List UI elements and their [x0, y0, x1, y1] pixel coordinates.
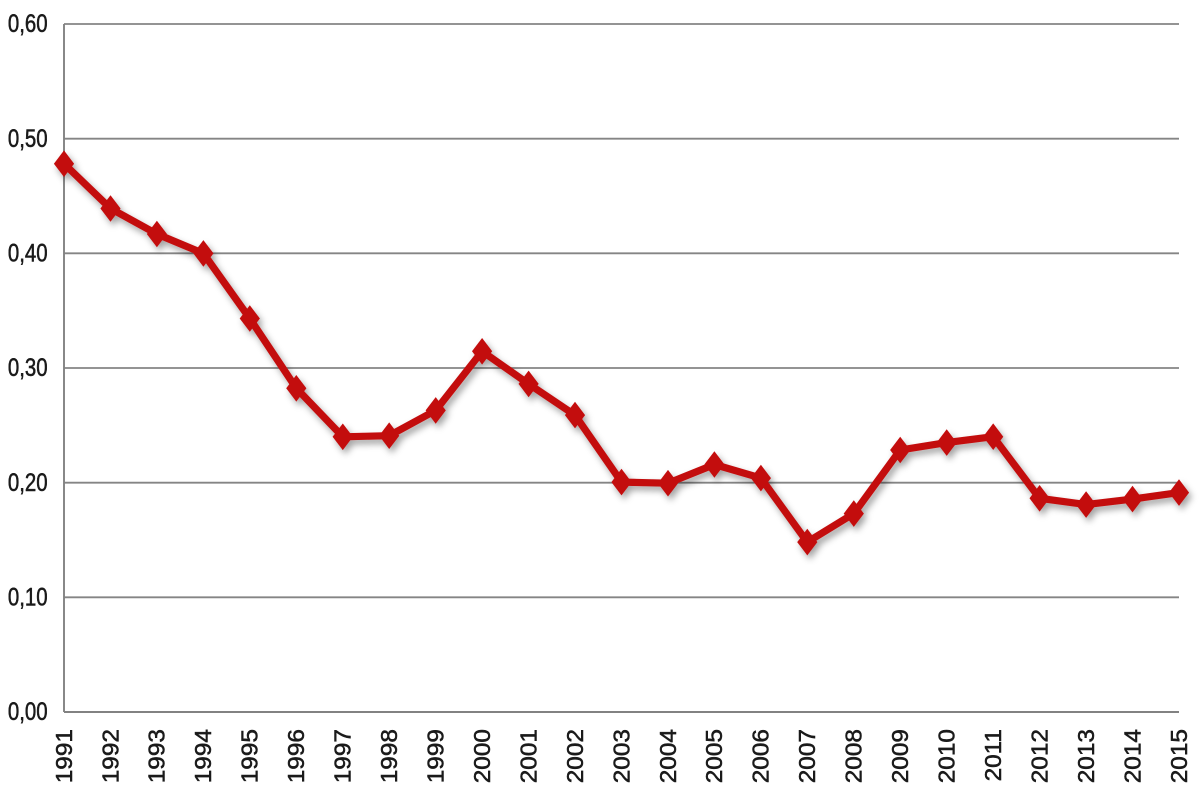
- svg-text:1992: 1992: [98, 729, 123, 783]
- svg-text:2013: 2013: [1074, 729, 1099, 783]
- svg-text:1991: 1991: [52, 729, 77, 783]
- svg-text:1997: 1997: [330, 729, 355, 783]
- svg-text:1998: 1998: [377, 729, 402, 783]
- svg-text:2003: 2003: [609, 729, 634, 783]
- svg-text:2004: 2004: [656, 729, 681, 783]
- svg-text:2000: 2000: [470, 729, 495, 783]
- svg-text:1993: 1993: [144, 729, 169, 783]
- svg-text:2009: 2009: [888, 729, 913, 783]
- svg-text:2014: 2014: [1120, 729, 1145, 783]
- svg-text:2012: 2012: [1027, 729, 1052, 783]
- svg-text:2006: 2006: [748, 729, 773, 783]
- svg-text:2007: 2007: [795, 729, 820, 783]
- svg-text:2001: 2001: [516, 729, 541, 783]
- svg-text:0,20: 0,20: [8, 468, 48, 497]
- svg-text:0,00: 0,00: [8, 697, 48, 726]
- svg-text:2005: 2005: [702, 729, 727, 783]
- svg-text:1995: 1995: [237, 729, 262, 783]
- svg-text:0,10: 0,10: [8, 582, 48, 611]
- svg-text:0,60: 0,60: [8, 9, 48, 38]
- svg-text:2008: 2008: [841, 729, 866, 783]
- svg-text:2010: 2010: [934, 729, 959, 783]
- svg-text:2015: 2015: [1167, 729, 1192, 783]
- svg-text:1999: 1999: [423, 729, 448, 783]
- svg-text:0,50: 0,50: [8, 124, 48, 153]
- svg-text:2002: 2002: [563, 729, 588, 783]
- svg-text:0,30: 0,30: [8, 353, 48, 382]
- svg-text:0,40: 0,40: [8, 238, 48, 267]
- svg-text:1994: 1994: [191, 729, 216, 783]
- svg-text:2011: 2011: [981, 729, 1006, 781]
- svg-text:1996: 1996: [284, 729, 309, 783]
